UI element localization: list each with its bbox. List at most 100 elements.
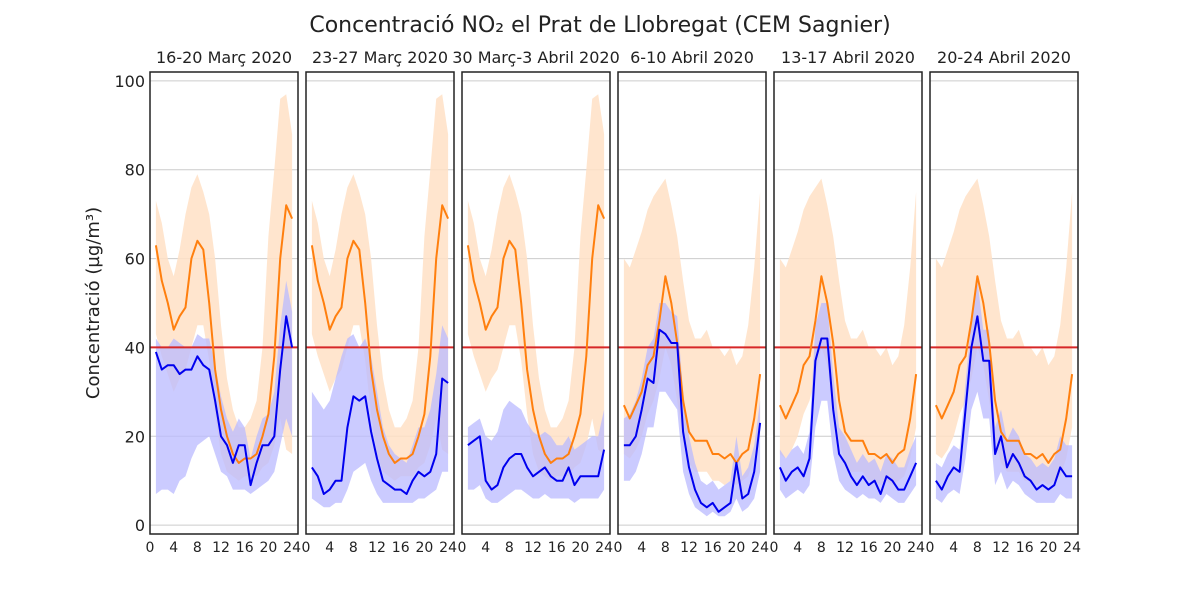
x-tick-label: 24 [751, 540, 769, 556]
x-tick-label: 16 [548, 540, 566, 556]
x-tick-label: 0 [302, 540, 311, 556]
x-tick-label: 4 [793, 540, 802, 556]
plot-area [774, 178, 922, 503]
x-tick-label: 16 [1016, 540, 1034, 556]
y-tick-label: 20 [125, 427, 145, 446]
panel-frame [617, 71, 767, 535]
x-tick-label: 0 [458, 540, 467, 556]
orange-series-line [310, 204, 450, 464]
x-tick-label: 4 [949, 540, 958, 556]
x-tick-label: 8 [349, 540, 358, 556]
panel-frame [461, 71, 611, 535]
blue-band [779, 303, 917, 503]
orange-band [623, 178, 761, 486]
orange-series-line [466, 204, 606, 464]
x-tick-label: 16 [236, 540, 254, 556]
blue-series-line [778, 337, 918, 495]
x-tick-label: 8 [505, 540, 514, 556]
y-tick-label: 0 [135, 516, 145, 535]
panel-4: 6-10 Abril 2020 0 4 8 12 16 20 24 [614, 48, 770, 556]
orange-series-line [778, 275, 918, 464]
panel-frame [149, 71, 299, 535]
panel-title: 20-24 Abril 2020 [937, 48, 1071, 67]
orange-band [779, 178, 917, 486]
x-tick-label: 20 [571, 540, 589, 556]
x-tick-label: 8 [661, 540, 670, 556]
x-tick-label: 24 [907, 540, 925, 556]
panel-title: 13-17 Abril 2020 [781, 48, 915, 67]
panel-title: 23-27 Març 2020 [312, 48, 448, 67]
blue-band [623, 303, 761, 517]
plot-area [930, 178, 1078, 503]
panel-6: 20-24 Abril 2020 0 4 8 12 16 20 24 [926, 48, 1082, 556]
panel-title: 30 Març-3 Abril 2020 [452, 48, 620, 67]
blue-series-line [311, 377, 449, 495]
y-axis-label: Concentració (µg/m³) [83, 207, 104, 399]
x-tick-label: 0 [614, 540, 623, 556]
x-tick-label: 4 [325, 540, 334, 556]
x-tick-label: 20 [1039, 540, 1057, 556]
x-tick-label: 0 [146, 540, 155, 556]
x-tick-label: 12 [524, 540, 542, 556]
orange-band [467, 94, 605, 481]
blue-series-line [467, 435, 606, 491]
panel-frame [305, 71, 455, 535]
chart-title: Concentració NO₂ el Prat de Llobregat (C… [309, 13, 890, 38]
x-tick-label: 12 [368, 540, 386, 556]
orange-series-line [154, 204, 294, 464]
orange-band [311, 94, 449, 481]
y-tick-label: 80 [125, 161, 145, 180]
orange-series-line [622, 275, 762, 464]
panel-title: 16-20 Març 2020 [156, 48, 292, 67]
panel-title: 6-10 Abril 2020 [630, 48, 754, 67]
x-tick-label: 20 [415, 540, 433, 556]
x-tick-label: 12 [992, 540, 1010, 556]
x-tick-label: 24 [595, 540, 613, 556]
blue-band [155, 280, 293, 494]
x-tick-label: 4 [169, 540, 178, 556]
x-tick-label: 4 [481, 540, 490, 556]
x-tick-label: 8 [973, 540, 982, 556]
plot-area [462, 94, 610, 503]
plot-area [306, 94, 454, 508]
y-tick-label: 40 [125, 338, 145, 357]
y-tick-label: 60 [125, 250, 145, 269]
orange-band [155, 94, 293, 481]
x-tick-label: 0 [770, 540, 779, 556]
x-tick-label: 24 [439, 540, 457, 556]
x-tick-label: 20 [259, 540, 277, 556]
panel-frame [773, 71, 923, 535]
y-tick-label: 100 [114, 72, 145, 91]
blue-series-line [154, 315, 294, 487]
blue-series-line [623, 328, 762, 513]
orange-series-line [934, 275, 1074, 464]
x-tick-label: 8 [193, 540, 202, 556]
blue-band [467, 400, 605, 503]
x-tick-label: 0 [926, 540, 935, 556]
panel-5: 13-17 Abril 2020 0 4 8 12 16 20 24 [770, 48, 926, 556]
x-tick-label: 16 [392, 540, 410, 556]
x-tick-label: 20 [883, 540, 901, 556]
x-tick-label: 24 [1063, 540, 1081, 556]
orange-band [935, 178, 1073, 486]
plot-area [150, 94, 298, 494]
x-tick-label: 24 [283, 540, 301, 556]
x-tick-label: 4 [637, 540, 646, 556]
blue-band [311, 325, 449, 508]
panel-frame [929, 71, 1079, 535]
x-tick-label: 16 [860, 540, 878, 556]
x-tick-label: 16 [704, 540, 722, 556]
x-tick-label: 20 [727, 540, 745, 556]
panel-2: 23-27 Març 2020 0 4 8 12 16 20 24 [302, 48, 458, 556]
x-tick-label: 12 [212, 540, 230, 556]
blue-band [935, 280, 1073, 503]
blue-series-line [935, 315, 1073, 491]
x-tick-label: 8 [817, 540, 826, 556]
x-tick-label: 12 [680, 540, 698, 556]
x-tick-label: 12 [836, 540, 854, 556]
plot-area [618, 178, 766, 517]
